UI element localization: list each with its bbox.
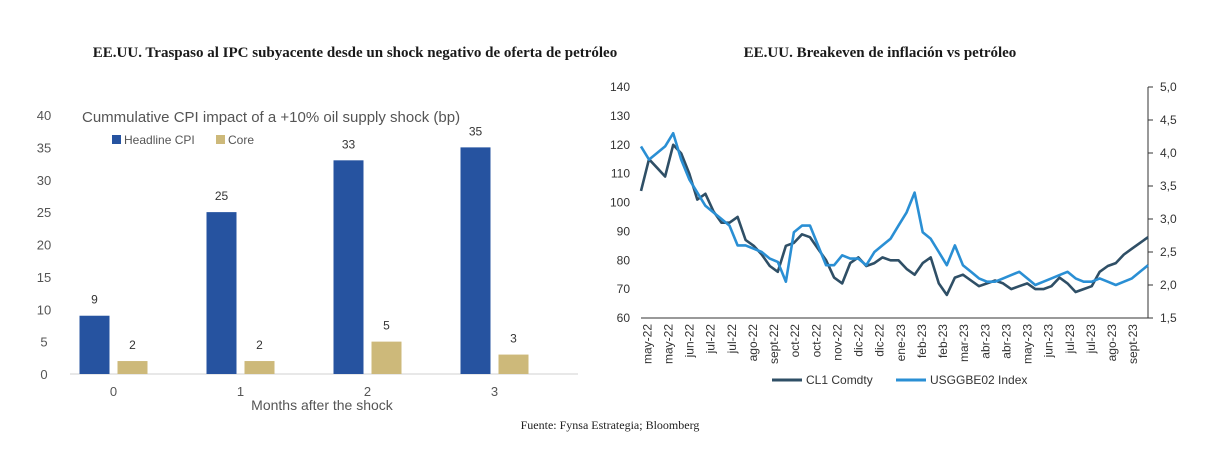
line-y-left-tick-label: 60 bbox=[617, 311, 631, 325]
line-x-tick-label: ago-22 bbox=[746, 324, 760, 362]
line-x-tick-label: jul-22 bbox=[704, 324, 718, 355]
line-x-tick-label: oct-22 bbox=[788, 324, 802, 358]
line-x-tick-label: jun-23 bbox=[1042, 324, 1056, 359]
line-x-tick-label: ene-23 bbox=[894, 324, 908, 362]
core-bar bbox=[371, 341, 402, 374]
line-x-tick-label: sept-22 bbox=[767, 324, 781, 364]
headline-cpi-bar bbox=[333, 160, 364, 374]
bar-y-tick-label: 35 bbox=[37, 140, 51, 155]
legend-label: CL1 Comdty bbox=[806, 373, 873, 387]
core-bar bbox=[498, 354, 529, 374]
bar-chart-title: Cummulative CPI impact of a +10% oil sup… bbox=[82, 109, 460, 126]
bar-data-label: 33 bbox=[342, 137, 356, 151]
line-x-tick-label: may-22 bbox=[661, 324, 675, 364]
line-y-left-tick-label: 70 bbox=[617, 282, 631, 296]
left-chart-title: EE.UU. Traspaso al IPC subyacente desde … bbox=[92, 45, 618, 61]
bar-data-label: 5 bbox=[383, 319, 390, 333]
line-x-tick-label: may-22 bbox=[640, 324, 654, 364]
bar-y-tick-label: 40 bbox=[37, 108, 51, 123]
bar-y-tick-label: 15 bbox=[37, 270, 51, 285]
line-x-tick-label: jul-23 bbox=[1084, 324, 1098, 355]
bar-y-tick-label: 20 bbox=[37, 238, 51, 253]
line-x-tick-label: jul-23 bbox=[1063, 324, 1077, 355]
line-y-left-tick-label: 140 bbox=[610, 80, 630, 94]
line-x-tick-label: oct-22 bbox=[809, 324, 823, 358]
legend-label: USGGBE02 Index bbox=[930, 373, 1027, 387]
line-x-tick-label: feb-23 bbox=[936, 324, 950, 358]
line-x-tick-label: ago-23 bbox=[1105, 324, 1119, 362]
line-y-left-tick-label: 80 bbox=[617, 253, 631, 267]
line-y-right-tick-label: 1,5 bbox=[1160, 311, 1177, 325]
line-x-tick-label: nov-22 bbox=[830, 324, 844, 361]
legend-headline-swatch bbox=[112, 135, 121, 144]
bar-y-tick-label: 0 bbox=[40, 367, 47, 382]
right-chart-title: EE.UU. Breakeven de inflación vs petróle… bbox=[743, 45, 1017, 61]
bar-y-tick-label: 25 bbox=[37, 205, 51, 220]
core-bar bbox=[244, 361, 275, 374]
bar-x-tick-label: 3 bbox=[491, 384, 498, 399]
line-y-right-tick-label: 2,5 bbox=[1160, 245, 1177, 259]
core-bar bbox=[117, 361, 148, 374]
source-note: Fuente: Fynsa Estrategia; Bloomberg bbox=[520, 418, 700, 432]
line-y-right-tick-label: 4,5 bbox=[1160, 113, 1177, 127]
bar-y-tick-label: 10 bbox=[37, 302, 51, 317]
bar-y-tick-label: 5 bbox=[40, 335, 47, 350]
line-x-tick-label: abr-23 bbox=[999, 324, 1013, 359]
line-x-tick-label: dic-22 bbox=[852, 324, 866, 357]
line-y-right-tick-label: 3,5 bbox=[1160, 179, 1177, 193]
cl1-comdty-line bbox=[639, 143, 1149, 297]
headline-cpi-bar bbox=[79, 315, 110, 374]
bar-data-label: 9 bbox=[91, 293, 98, 307]
bar-data-label: 2 bbox=[256, 338, 263, 352]
line-x-tick-label: feb-23 bbox=[915, 324, 929, 358]
bar-chart: 0510152025303540920252133523533Headline … bbox=[37, 108, 578, 399]
legend-core-swatch bbox=[216, 135, 225, 144]
line-y-left-tick-label: 100 bbox=[610, 196, 630, 210]
line-y-left-tick-label: 120 bbox=[610, 138, 630, 152]
line-x-tick-label: abr-23 bbox=[978, 324, 992, 359]
line-y-left-tick-label: 130 bbox=[610, 109, 630, 123]
bar-data-label: 35 bbox=[469, 124, 483, 138]
usggbe02-index-line bbox=[639, 131, 1149, 287]
bar-chart-xlabel: Months after the shock bbox=[251, 397, 394, 413]
bar-data-label: 3 bbox=[510, 332, 517, 346]
bar-data-label: 2 bbox=[129, 338, 136, 352]
line-y-right-tick-label: 3,0 bbox=[1160, 212, 1177, 226]
bar-x-tick-label: 0 bbox=[110, 384, 117, 399]
line-x-tick-label: dic-22 bbox=[873, 324, 887, 357]
bar-data-label: 25 bbox=[215, 189, 229, 203]
line-x-tick-label: jun-22 bbox=[683, 324, 697, 359]
headline-cpi-bar bbox=[206, 212, 237, 374]
headline-cpi-bar bbox=[460, 147, 491, 374]
line-y-left-tick-label: 90 bbox=[617, 224, 631, 238]
bar-y-tick-label: 30 bbox=[37, 173, 51, 188]
bar-x-tick-label: 1 bbox=[237, 384, 244, 399]
line-chart: 60 70 80 90 100 110 120 130 140 1,5 2,0 2,5 3,0 3,5 4,… bbox=[610, 80, 1177, 387]
line-x-tick-label: may-23 bbox=[1021, 324, 1035, 364]
line-y-right-tick-label: 5,0 bbox=[1160, 80, 1177, 94]
line-x-tick-label: mar-23 bbox=[957, 324, 971, 362]
line-y-left-tick-label: 110 bbox=[611, 167, 630, 181]
line-y-right-tick-label: 4,0 bbox=[1160, 146, 1177, 160]
line-y-right-tick-label: 2,0 bbox=[1160, 278, 1177, 292]
legend-label: Headline CPI bbox=[124, 133, 195, 147]
legend-label: Core bbox=[228, 133, 254, 147]
line-x-tick-label: sept-23 bbox=[1126, 324, 1140, 364]
bar-x-tick-label: 2 bbox=[364, 384, 371, 399]
line-x-tick-label: jul-22 bbox=[725, 324, 739, 355]
